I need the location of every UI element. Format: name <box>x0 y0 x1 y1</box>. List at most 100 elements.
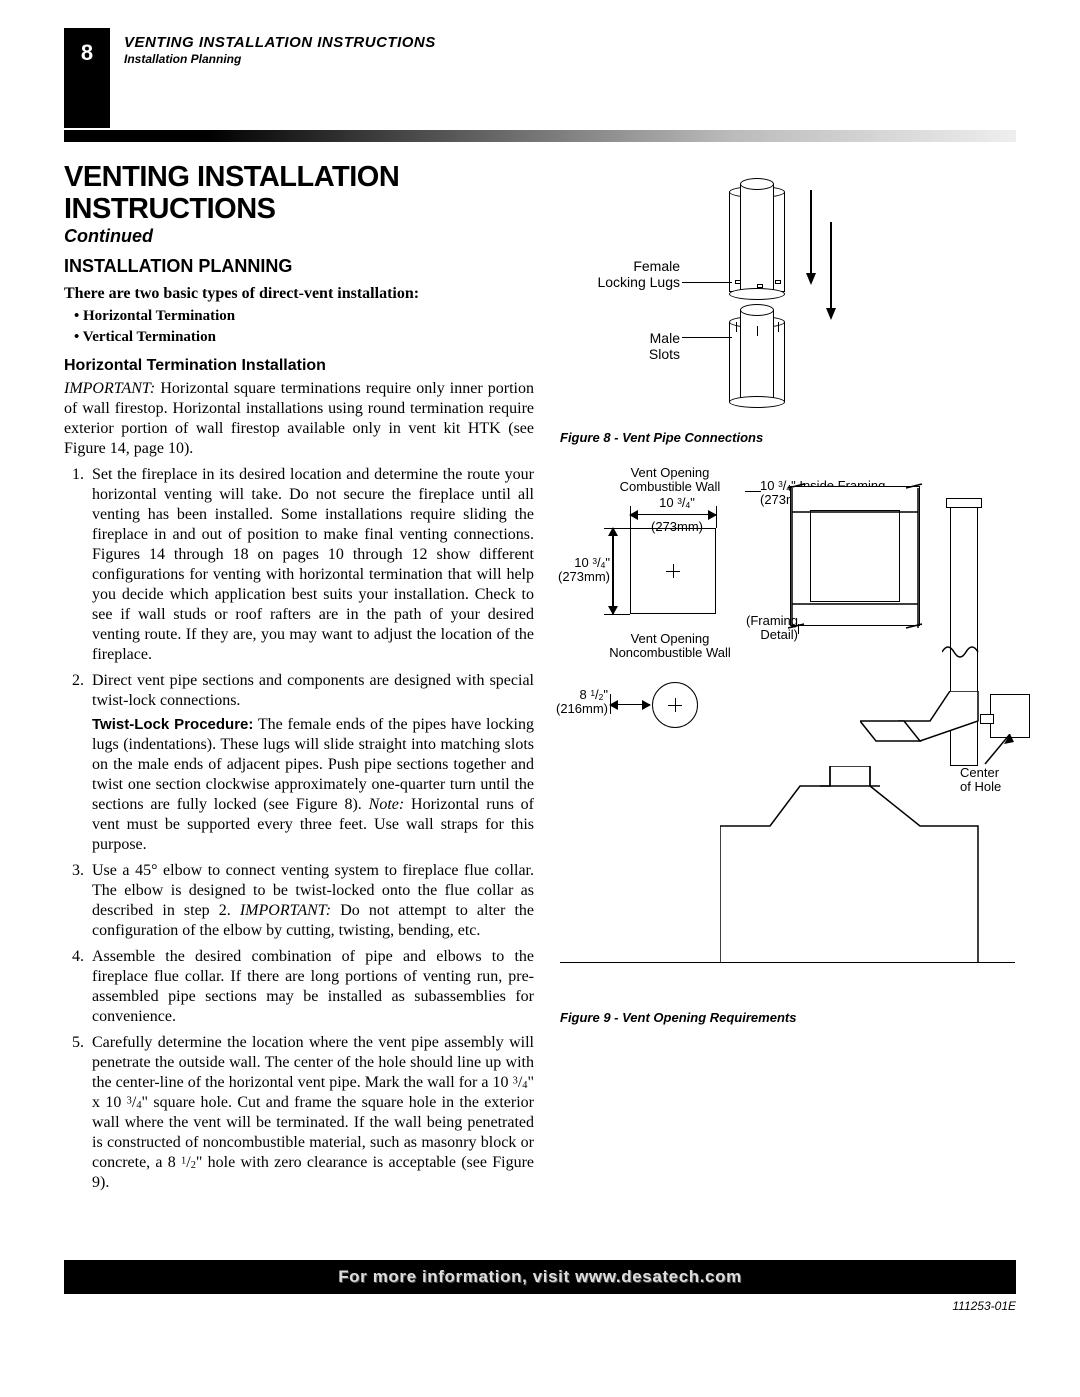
bullet-horizontal: Horizontal Termination <box>74 306 534 326</box>
fig8-upper-inner-rim <box>740 178 774 190</box>
fig9-elbow <box>860 691 980 771</box>
fig9-fd-a: (Framing <box>746 613 798 628</box>
note-label: Note: <box>369 796 405 813</box>
fig9-break-mark <box>942 642 986 662</box>
fig8-lead-male <box>682 337 732 338</box>
section-title-line1: VENTING INSTALLATION <box>64 162 534 192</box>
fig9-dim8-arm <box>610 704 650 706</box>
fig9-framing-hatch <box>786 482 926 632</box>
figure-9: Vent Opening Combustible Wall 10 3/4" In… <box>560 466 1015 1006</box>
fig8-upper-outer-bot-rim <box>729 288 785 300</box>
fig9-vent-opening-comb: Vent Opening Combustible Wall <box>600 466 740 495</box>
subsection-title: INSTALLATION PLANNING <box>64 257 534 277</box>
important-label: IMPORTANT: <box>64 380 155 397</box>
fig8-arrow1-line <box>810 190 812 275</box>
fig9-vo1: Vent Opening <box>631 465 710 480</box>
fig8-lower-inner-rim <box>740 304 774 316</box>
fig9-dim-h-ext-r <box>716 506 717 528</box>
fig9-dim-v-ext-b <box>604 614 630 615</box>
fig8-slot-3 <box>778 322 779 332</box>
page-header: 8 VENTING INSTALLATION INSTRUCTIONS Inst… <box>64 28 1016 128</box>
step-4: Assemble the desired combination of pipe… <box>88 947 534 1027</box>
twist-lock-label: Twist-Lock Procedure: <box>92 716 253 733</box>
fig8-slots: Slots <box>649 346 680 362</box>
fig9-fireplace-body <box>720 766 980 966</box>
fig9-dim-h-ext-l <box>630 506 631 528</box>
twist-lock-block: Twist-Lock Procedure: The female ends of… <box>92 715 534 855</box>
step-5: Carefully determine the location where t… <box>88 1033 534 1193</box>
fig8-upper-inner-pipe <box>740 184 774 294</box>
figure-8-caption: Figure 8 - Vent Pipe Connections <box>560 430 1015 446</box>
fig9-term-stub <box>980 714 994 724</box>
fig9-center-leader <box>980 734 1020 774</box>
right-column: Female Locking Lugs Male Slots Figure 8 … <box>560 162 1015 1025</box>
header-title: VENTING INSTALLATION INSTRUCTIONS <box>124 34 436 52</box>
fig9-dim8-ext <box>610 694 611 714</box>
fig9-dim-h-text: 10 3/4" <box>642 496 712 510</box>
fig9-floor-line <box>560 962 1015 964</box>
fig9-cw: Combustible Wall <box>620 479 721 494</box>
fig8-lug-2 <box>757 284 763 288</box>
fig9-dim-v-ext-t <box>604 528 630 529</box>
fig9-termination-box <box>990 694 1030 738</box>
fig9-dim8-text: 8 1/2" (216mm) <box>554 688 608 717</box>
instruction-list: Set the fireplace in its desired locatio… <box>64 465 534 1193</box>
bullet-vertical: Vertical Termination <box>74 327 534 347</box>
fig9-dha: 10 <box>659 495 677 510</box>
document-id: 111253-01E <box>952 1300 1016 1312</box>
fig9-ncw: Noncombustible Wall <box>609 645 731 660</box>
fig9-dim-h <box>630 514 716 516</box>
fig9-vo2: Vent Opening <box>631 631 710 646</box>
fig8-slot-2 <box>757 326 758 336</box>
fig8-lead-female <box>682 282 732 283</box>
step-1: Set the fireplace in its desired locatio… <box>88 465 534 665</box>
fig9-dim-v-mm: (273mm) <box>558 569 610 584</box>
fig9-pipe-cap <box>946 498 982 508</box>
step-3: Use a 45° elbow to connect venting syste… <box>88 861 534 941</box>
horiz-term-heading: Horizontal Termination Installation <box>64 357 534 375</box>
fig9-d8a: 8 <box>580 687 591 702</box>
header-subtitle: Installation Planning <box>124 52 241 66</box>
continued-label: Continued <box>64 227 534 247</box>
fig8-arrow2-line <box>830 222 832 310</box>
page-number: 8 <box>64 28 110 128</box>
fig9-fd-leader-v <box>798 624 799 634</box>
fig8-lug-3 <box>775 280 781 284</box>
lead-sentence: There are two basic types of direct-vent… <box>64 284 534 304</box>
fig8-lug-1 <box>735 280 741 284</box>
fig9-framing-detail-label: (Framing Detail) <box>724 614 798 643</box>
fig9-ifa: 10 <box>760 478 778 493</box>
termination-bullets: Horizontal Termination Vertical Terminat… <box>74 306 534 347</box>
figure-9-caption: Figure 9 - Vent Opening Requirements <box>560 1010 1015 1026</box>
fig8-male: Male <box>650 330 680 346</box>
step-2-lead: Direct vent pipe sections and components… <box>92 672 534 709</box>
step-2: Direct vent pipe sections and components… <box>88 671 534 855</box>
left-column: VENTING INSTALLATION INSTRUCTIONS Contin… <box>64 162 534 1199</box>
fig8-slot-1 <box>736 322 737 332</box>
step-5b: x 10 <box>92 1094 127 1111</box>
fig8-arrow1-head <box>806 273 816 285</box>
figure-8: Female Locking Lugs Male Slots <box>560 162 1015 422</box>
footer-bar: For more information, visit www.desatech… <box>64 1260 1016 1294</box>
header-gradient-bar <box>64 130 1016 142</box>
fig8-lugs: Locking Lugs <box>597 274 680 290</box>
fig8-lower-inner-pipe <box>740 310 774 402</box>
fig8-label-female: Female Locking Lugs <box>570 258 680 290</box>
fig9-dim-v <box>612 528 614 614</box>
fig9-dim-v-text: 10 3/4" (273mm) <box>554 556 610 585</box>
step-3-important: IMPORTANT: <box>240 902 331 919</box>
fig9-top-cross <box>668 566 678 576</box>
fig9-circle-cross <box>670 700 680 710</box>
step-5a: Carefully determine the location where t… <box>92 1034 534 1091</box>
fig8-label-male: Male Slots <box>600 330 680 362</box>
fig9-dim8-mm: (216mm) <box>556 701 608 716</box>
fig9-if-leader <box>745 491 761 492</box>
section-title-line2: INSTRUCTIONS <box>64 194 534 224</box>
fig9-dim-h-mm: (273mm) <box>642 520 712 534</box>
fig9-dva: 10 <box>574 555 592 570</box>
fig8-lower-outer-bot-rim <box>729 396 785 408</box>
fig9-fd-b: Detail) <box>760 627 798 642</box>
intro-paragraph: IMPORTANT: Horizontal square termination… <box>64 379 534 459</box>
fig8-arrow2-head <box>826 308 836 320</box>
fig8-female: Female <box>633 258 680 274</box>
